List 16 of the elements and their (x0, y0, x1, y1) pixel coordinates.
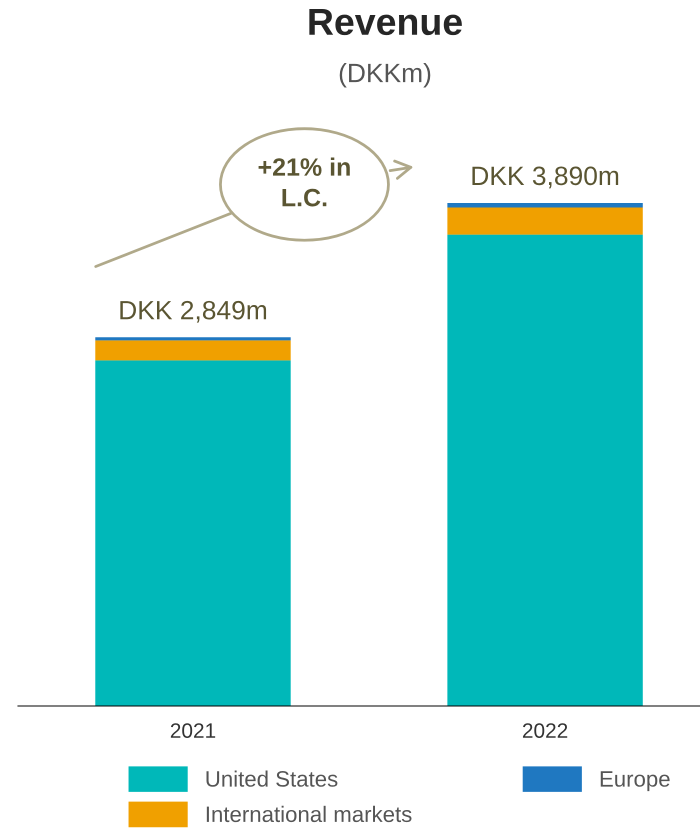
annotation: +21% in L.C. (258, 158, 350, 206)
total-label: DKK 2,849m (120, 300, 266, 323)
chart-subtitle: (DKKm) (340, 62, 430, 88)
bar (447, 208, 643, 235)
legend-label: Europe (600, 771, 670, 792)
bar (95, 337, 291, 340)
legend-label: International markets (206, 806, 412, 822)
chart-title: Revenue (309, 8, 462, 36)
x-tick-label: 2021 (170, 723, 216, 738)
x-tick-label: 2022 (522, 723, 568, 738)
legend-label: United States (206, 770, 338, 787)
bar (447, 202, 643, 208)
bar (95, 360, 291, 706)
bar (447, 234, 643, 706)
total-label: DKK 3,890m (472, 166, 618, 188)
bar (95, 340, 291, 360)
